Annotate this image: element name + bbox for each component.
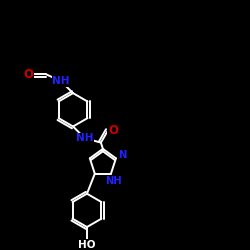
Text: O: O: [108, 124, 118, 137]
Text: NH: NH: [76, 133, 94, 143]
Text: N: N: [118, 150, 126, 160]
Text: NH: NH: [106, 176, 122, 186]
Text: NH: NH: [52, 76, 70, 86]
Text: O: O: [23, 68, 33, 81]
Text: HO: HO: [78, 240, 96, 250]
